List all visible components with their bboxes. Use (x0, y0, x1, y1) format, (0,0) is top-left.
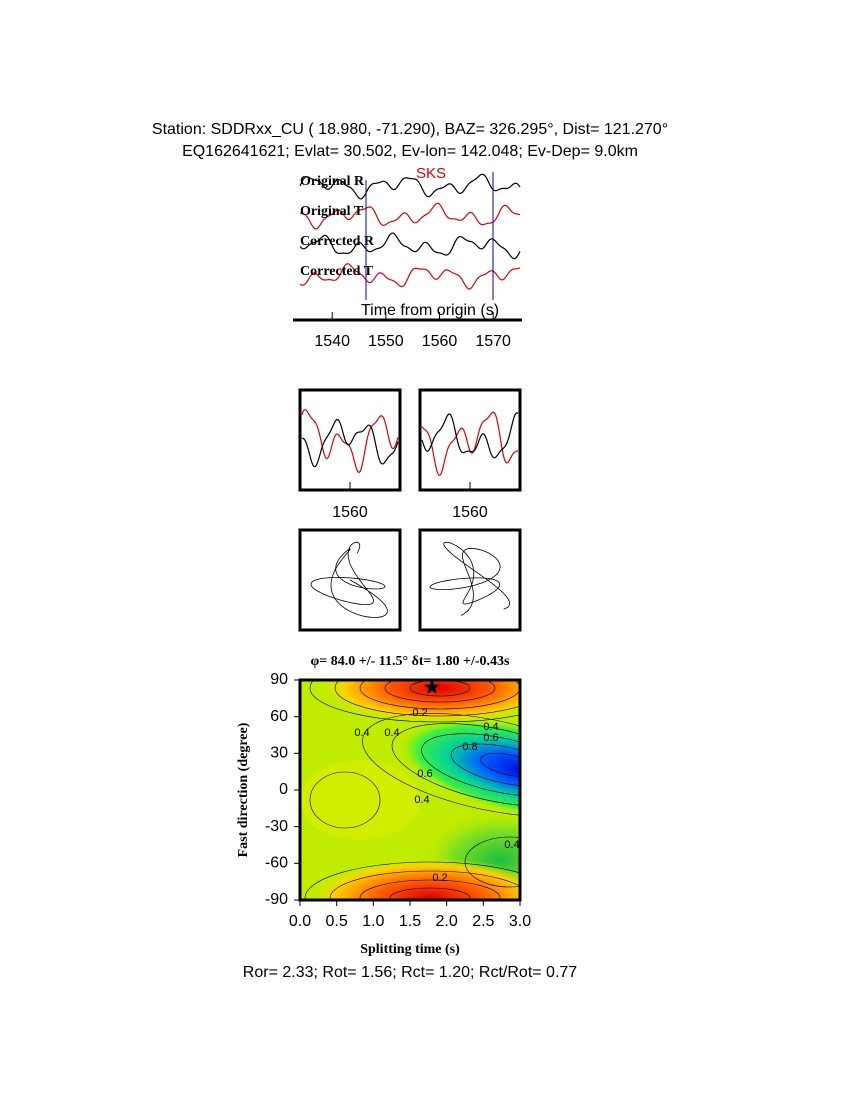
x-tick-label: 1560 (452, 504, 488, 521)
waveform (299, 263, 521, 290)
footer: Ror= 2.33; Rot= 1.56; Rct= 1.20; Rct/Rot… (243, 964, 578, 981)
y-tick-label: 30 (270, 745, 288, 762)
x-tick-label: 0.0 (289, 913, 311, 930)
contour-label: 0.2 (432, 872, 447, 884)
contour-label: 0.6 (483, 732, 498, 744)
contour-label: 0.4 (384, 727, 399, 739)
x-tick-label: 1540 (314, 333, 350, 350)
contour-label: 0.4 (414, 794, 429, 806)
trace-label: Original R (300, 174, 365, 189)
y-axis-label: Fast direction (degree) (236, 722, 251, 857)
contour-label: 0.4 (354, 727, 369, 739)
y-tick-label: -30 (265, 818, 288, 835)
waveform (299, 202, 521, 230)
x-tick-label: 1550 (368, 333, 404, 350)
phase-label: SKS (416, 165, 446, 182)
x-tick-label: 1.0 (362, 913, 384, 930)
particle-path (429, 541, 511, 616)
best-fit-star (424, 679, 440, 694)
y-tick-label: -90 (265, 891, 288, 908)
x-tick-label: 2.0 (436, 913, 458, 930)
waveform (301, 418, 399, 468)
contour-labels: 0.20.4 0.40.60.80.40.60.40.20.4 (354, 707, 519, 884)
traces: Original R Original T Corrected R Corrected… (299, 173, 521, 476)
trace-label: Original T (300, 204, 364, 219)
trace-label: Corrected R (300, 234, 375, 249)
x-tick-label: 0.5 (326, 913, 348, 930)
axis-label: Time from origin (s) (361, 302, 499, 319)
x-tick-label: 1.5 (399, 913, 421, 930)
particle-motion (310, 541, 511, 618)
contour-label: 0.4 (504, 839, 519, 851)
contour-label: 0.6 (417, 768, 432, 780)
contour-label: 0.4 (483, 721, 498, 733)
contour-label: 0.2 (412, 707, 427, 719)
waveform (301, 408, 399, 474)
window-panel (298, 388, 402, 492)
y-tick-label: 90 (270, 671, 288, 688)
waveform (421, 412, 519, 459)
y-tick-label: 60 (270, 708, 288, 725)
waveform (421, 411, 519, 476)
result-title: φ= 84.0 +/- 11.5° δt= 1.80 +/-0.43s (311, 654, 511, 669)
particle-motion-panel (298, 528, 402, 632)
x-tick-label: 2.5 (472, 913, 494, 930)
window-panel (418, 388, 522, 492)
x-tick-label: 1560 (422, 333, 458, 350)
particle-path (310, 541, 388, 618)
x-axis-label: Splitting time (s) (360, 942, 460, 957)
x-tick-label: 3.0 (509, 913, 531, 930)
y-tick-label: 0 (279, 781, 288, 798)
waveform (299, 232, 521, 260)
header-line: EQ162641621; Evlat= 30.502, Ev-lon= 142.… (182, 143, 638, 160)
contour-label: 0.8 (462, 741, 477, 753)
y-tick-label: -60 (265, 855, 288, 872)
header-line: Station: SDDRxx_CU ( 18.980, -71.290), B… (152, 121, 668, 138)
particle-motion-panel (418, 528, 522, 632)
misfit-surface (300, 680, 520, 900)
x-tick-label: 1570 (475, 333, 511, 350)
x-tick-label: 1560 (332, 504, 368, 521)
trace-label: Corrected T (300, 264, 374, 279)
waveform (299, 173, 521, 200)
